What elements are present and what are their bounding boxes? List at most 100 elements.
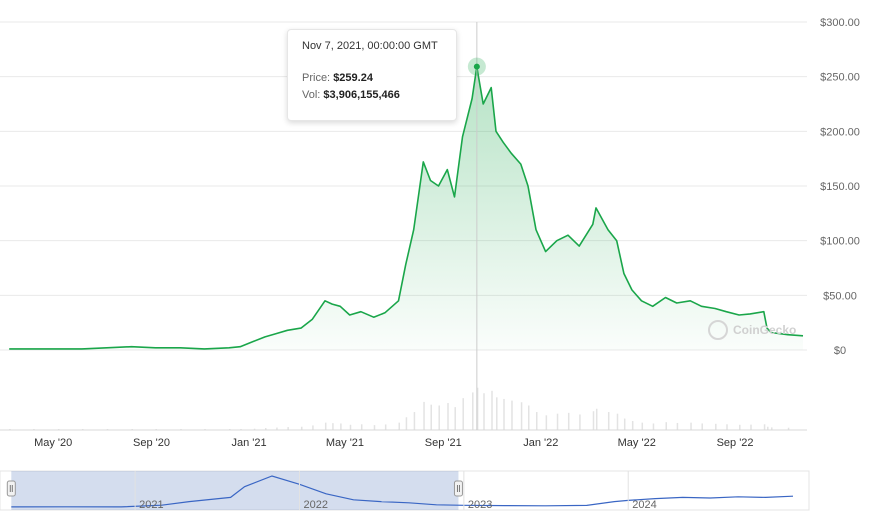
volume-bar (300, 426, 303, 430)
coingecko-watermark: CoinGecko (708, 320, 796, 340)
volume-bar (340, 423, 342, 430)
volume-bar (413, 412, 416, 430)
price-tooltip: Nov 7, 2021, 00:00:00 GMT Price: $259.24… (287, 29, 457, 121)
volume-bar (373, 425, 376, 430)
volume-bar (545, 415, 548, 430)
x-tick-label: Sep '22 (717, 437, 754, 449)
y-tick-label: $100.00 (820, 236, 860, 248)
tooltip-vol-row: Vol: $3,906,155,466 (302, 89, 442, 101)
volume-bar (556, 413, 559, 430)
navigator-tick-label: 2024 (632, 499, 656, 511)
volume-bar (652, 423, 655, 430)
volume-bar (503, 398, 505, 430)
volume-bar (360, 424, 363, 430)
volume-bar (384, 424, 387, 430)
y-tick-label: $0 (834, 345, 846, 357)
tooltip-price-row: Price: $259.24 (302, 72, 442, 84)
price-line (9, 66, 804, 350)
x-tick-label: Jan '22 (523, 437, 558, 449)
tooltip-vol-label: Vol: (302, 89, 321, 101)
tooltip-price-value: $259.24 (333, 72, 373, 84)
volume-bar (491, 390, 493, 430)
volume-bar (253, 428, 256, 430)
volume-bar (665, 422, 668, 430)
volume-bar (771, 427, 773, 430)
hover-point (473, 63, 480, 70)
volume-bar (528, 405, 530, 430)
navigator-tick-label: 2022 (303, 499, 327, 511)
volume-bar (276, 427, 278, 430)
x-tick-label: Sep '20 (133, 437, 170, 449)
watermark-text: CoinGecko (733, 323, 796, 337)
volume-bar (312, 425, 314, 430)
navigator-tick-label: 2021 (139, 499, 163, 511)
y-tick-label: $50.00 (823, 290, 857, 302)
volume-bar (631, 421, 634, 430)
tooltip-vol-value: $3,906,155,466 (323, 89, 400, 101)
volume-bar (472, 392, 474, 430)
y-tick-label: $150.00 (820, 181, 860, 193)
volume-bar (423, 401, 425, 430)
volume-bar (763, 424, 766, 430)
navigator-line (11, 475, 794, 508)
volume-bar (405, 417, 408, 430)
volume-bar (265, 428, 267, 430)
volume-bar (287, 427, 289, 430)
volume-bar (623, 418, 626, 430)
x-tick-label: May '20 (34, 437, 72, 449)
volume-bar (676, 422, 679, 430)
navigator-right-handle[interactable] (453, 480, 463, 497)
coingecko-logo-icon (708, 320, 728, 340)
volume-bar (349, 424, 352, 430)
x-tick-label: Jan '21 (231, 437, 266, 449)
tooltip-date: Nov 7, 2021, 00:00:00 GMT (302, 40, 438, 52)
y-tick-label: $250.00 (820, 72, 860, 84)
navigator-left-handle[interactable] (6, 480, 16, 497)
volume-bar (483, 393, 485, 430)
range-navigator[interactable]: 2021 2022 2023 2024 (0, 470, 810, 511)
tooltip-price-label: Price: (302, 72, 331, 84)
volume-bar (496, 397, 498, 430)
volume-bar (750, 424, 752, 430)
volume-bar (520, 402, 523, 430)
volume-bar (641, 422, 644, 430)
volume-bar (332, 423, 334, 430)
price-series (9, 66, 804, 351)
navigator-selected-range (11, 471, 459, 510)
x-axis-ticks: May '20 Sep '20 Jan '21 May '21 Sep '21 Jan '… (0, 429, 807, 449)
y-axis-ticks: $0 $50.00 $100.00 $150.00 $200.00 $250.00 $300… (820, 17, 860, 357)
volume-bar (511, 400, 513, 430)
volume-bar (398, 422, 401, 430)
volume-bar (567, 412, 570, 430)
volume-bars (9, 387, 790, 430)
navigator-tick-label: 2023 (468, 499, 492, 511)
volume-bar (767, 426, 769, 430)
volume-bar (595, 408, 598, 430)
volume-bar (592, 411, 595, 430)
volume-bar (616, 413, 619, 430)
volume-bar (787, 427, 790, 430)
volume-bar (447, 403, 449, 430)
x-tick-label: May '22 (618, 437, 656, 449)
y-tick-label: $200.00 (820, 126, 860, 138)
price-area (9, 66, 803, 351)
x-tick-label: May '21 (326, 437, 364, 449)
crosshair (467, 22, 486, 430)
volume-bar (715, 423, 717, 430)
volume-bar (607, 412, 610, 430)
x-tick-label: Sep '21 (425, 437, 462, 449)
volume-bar (739, 424, 741, 430)
volume-bar (430, 404, 432, 430)
y-tick-label: $300.00 (820, 17, 860, 29)
volume-bar (476, 387, 479, 430)
volume-bar (536, 412, 538, 430)
volume-bar (726, 424, 728, 430)
volume-bar (701, 423, 703, 430)
volume-bar (579, 414, 581, 430)
volume-bar (438, 405, 440, 430)
volume-bar (462, 398, 464, 430)
volume-bar (324, 422, 327, 430)
volume-bar (454, 407, 456, 430)
